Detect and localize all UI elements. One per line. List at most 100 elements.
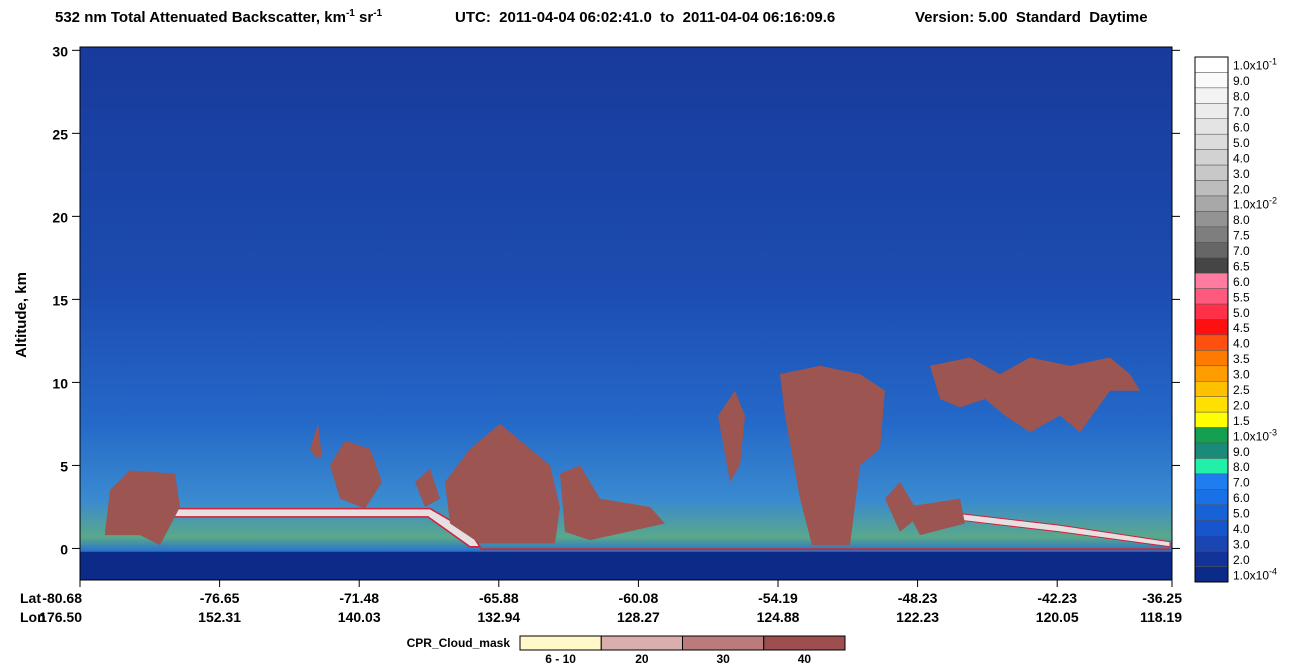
lon-tick-label: 124.88: [757, 609, 800, 625]
colorbar-box: [1194, 195, 1229, 212]
colorbar-label-exp: -2: [1269, 196, 1277, 206]
colorbar-label-text: 7.0: [1233, 476, 1250, 490]
colorbar-label-text: 3.0: [1233, 368, 1250, 382]
cloud-mask-box: [600, 635, 683, 651]
y-tick-label: 25: [52, 126, 68, 142]
cloud: [780, 365, 885, 546]
lat-label: Lat: [20, 590, 41, 606]
colorbar-label-text: 6.0: [1233, 275, 1250, 289]
colorbar-label-text: 9.0: [1233, 445, 1250, 459]
colorbar-box: [1194, 566, 1229, 583]
cloud-mask-label: 6 - 10: [545, 652, 576, 666]
cloud: [885, 482, 920, 532]
cloud: [905, 498, 965, 536]
colorbar-label: 5.0: [1233, 306, 1250, 320]
colorbar-box: [1194, 489, 1229, 506]
lon-tick-label: 140.03: [338, 609, 381, 625]
colorbar-label-text: 1.0x10: [1233, 198, 1269, 212]
cloud: [718, 390, 745, 483]
cloud-mask-box: [519, 635, 602, 651]
lon-tick-label: 152.31: [198, 609, 241, 625]
colorbar-label-text: 8.0: [1233, 90, 1250, 104]
utc-range: UTC: 2011-04-04 06:02:41.0 to 2011-04-04…: [455, 9, 835, 26]
y-tick-label: 15: [52, 292, 68, 308]
colorbar-label: 7.5: [1233, 229, 1250, 243]
colorbar-label: 3.5: [1233, 352, 1250, 366]
colorbar-label: 5.0: [1233, 136, 1250, 150]
y-tick-label: 30: [52, 43, 68, 59]
lat-tick-label: -76.65: [200, 590, 240, 606]
lon-tick-label: 120.05: [1036, 609, 1079, 625]
cloud: [560, 465, 665, 541]
colorbar-label: 1.0x10-1: [1233, 57, 1277, 73]
colorbar-label: 2.0: [1233, 182, 1250, 196]
lon-tick-label: 122.23: [896, 609, 939, 625]
colorbar-box: [1194, 411, 1229, 428]
colorbar-label: 9.0: [1233, 74, 1250, 88]
y-tick-label: 5: [60, 458, 68, 474]
colorbar-label: 1.0x10-3: [1233, 427, 1277, 443]
colorbar-label-text: 1.0x10: [1233, 429, 1269, 443]
cloud-mask-box: [682, 635, 765, 651]
colorbar-label: 6.0: [1233, 120, 1250, 134]
title-text: 532 nm Total Attenuated Backscatter, km: [55, 9, 346, 26]
cloud-mask-label: 40: [798, 652, 812, 666]
cloud-mask-label: 20: [635, 652, 649, 666]
cloud-mask-label: 30: [716, 652, 730, 666]
colorbar-label: 8.0: [1233, 90, 1250, 104]
cloud: [930, 357, 1140, 433]
colorbar-box: [1194, 504, 1229, 521]
lon-tick-label: 128.27: [617, 609, 660, 625]
cloud: [415, 468, 440, 507]
colorbar-label: 5.5: [1233, 290, 1250, 304]
lat-tick-label: -60.08: [619, 590, 659, 606]
colorbar-label: 7.0: [1233, 244, 1250, 258]
colorbar-box: [1194, 149, 1229, 166]
colorbar-label-text: 5.0: [1233, 507, 1250, 521]
colorbar-box: [1194, 118, 1229, 135]
colorbar-label-text: 1.0x10: [1233, 59, 1269, 73]
colorbar-label: 6.5: [1233, 259, 1250, 273]
colorbar-label: 8.0: [1233, 213, 1250, 227]
colorbar-label-text: 4.0: [1233, 522, 1250, 536]
colorbar-box: [1194, 288, 1229, 305]
lon-label: Lon: [20, 609, 46, 625]
colorbar-label-exp: -3: [1269, 427, 1277, 437]
colorbar-box: [1194, 442, 1229, 459]
colorbar-box: [1194, 396, 1229, 413]
colorbar-box: [1194, 164, 1229, 181]
lat-tick-label: -65.88: [479, 590, 519, 606]
colorbar-box: [1194, 535, 1229, 552]
chart-title: 532 nm Total Attenuated Backscatter, km -…: [55, 8, 383, 26]
colorbar-box: [1194, 242, 1229, 258]
colorbar-box: [1194, 319, 1229, 336]
colorbar-box: [1194, 550, 1229, 567]
colorbar-label-text: 5.0: [1233, 306, 1250, 320]
colorbar-frame: [1194, 56, 1229, 583]
colorbar-label: 8.0: [1233, 460, 1250, 474]
colorbar-box: [1194, 381, 1229, 397]
title-sup: -1: [373, 8, 382, 19]
y-tick-label: 10: [52, 375, 68, 391]
lat-tick-label: -42.23: [1037, 590, 1077, 606]
colorbar-box: [1194, 303, 1229, 320]
colorbar-label-text: 6.5: [1233, 259, 1250, 273]
colorbar-box: [1194, 133, 1229, 150]
colorbar-box: [1194, 103, 1229, 120]
colorbar-box: [1194, 180, 1229, 197]
lat-tick-label: -36.25: [1142, 590, 1182, 606]
colorbar-label: 3.0: [1233, 537, 1250, 551]
colorbar-label-text: 8.0: [1233, 460, 1250, 474]
colorbar-label: 3.0: [1233, 167, 1250, 181]
colorbar-label-text: 3.0: [1233, 167, 1250, 181]
colorbar-label: 2.0: [1233, 398, 1250, 412]
colorbar-label-text: 7.0: [1233, 244, 1250, 258]
colorbar-label: 7.0: [1233, 105, 1250, 119]
colorbar-label-exp: -1: [1269, 57, 1277, 67]
colorbar-box: [1194, 365, 1229, 382]
colorbar-box: [1194, 87, 1229, 104]
lat-tick-label: -71.48: [339, 590, 379, 606]
colorbar-label-text: 7.0: [1233, 105, 1250, 119]
cloud-mask-label: CPR_Cloud_mask: [407, 636, 511, 650]
